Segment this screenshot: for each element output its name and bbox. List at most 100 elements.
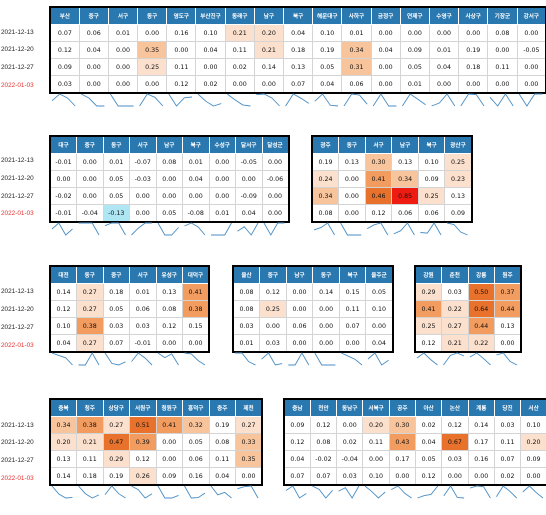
table-row: 0.04 -0.02 -0.04 0.00 0.17 0.05 0.03 0.16 0.07 0.… — [282, 450, 546, 468]
sparkline — [446, 222, 468, 236]
gangwon-price-table: 강원 춘천 강릉 원주 0.29 0.03 0.50 0.37 0.41 0.22 0.64 0.44… — [414, 265, 522, 366]
value-cell: 0.19 — [102, 467, 130, 486]
value-cell: 0.00 — [195, 58, 226, 76]
value-cell: 0.00 — [365, 317, 394, 335]
value-cell: 0.12 — [49, 300, 77, 318]
district-header: 청주 — [76, 398, 104, 417]
district-header: 계룡 — [467, 398, 495, 417]
sparkline — [78, 222, 100, 236]
sparkline — [469, 352, 491, 366]
value-cell: 0.00 — [49, 170, 77, 188]
value-cell: 0.26 — [129, 467, 157, 486]
sparkline — [51, 222, 73, 236]
value-cell: 0.23 — [444, 170, 473, 188]
value-cell: 0.21 — [224, 24, 255, 42]
sparkline — [157, 485, 179, 499]
value-cell: 0.15 — [182, 317, 210, 335]
ulsan-price-table: 울산 중구 남구 동구 북구 울주군 0.08 0.12 0.00 0.14 0.15 0.05 0.0… — [232, 265, 394, 366]
table-row: 0.08 0.12 0.00 0.14 0.15 0.05 — [232, 283, 394, 301]
value-cell: 0.14 — [467, 416, 495, 434]
sparkline — [372, 93, 397, 107]
value-cell: 0.00 — [520, 467, 546, 486]
value-cell: 0.00 — [467, 467, 495, 486]
daejeon-price-table: 대전 동구 중구 서구 유성구 대덕구 0.14 0.27 0.18 0.01 0.13 0.41 0.… — [49, 265, 210, 366]
table-row: 0.09 0.12 0.00 0.20 0.30 0.02 0.12 0.14 0.03 0.10 — [282, 416, 546, 434]
sparkline-row — [51, 222, 285, 236]
district-header: 청원구 — [155, 398, 183, 417]
value-cell: 0.10 — [362, 467, 390, 486]
value-cell: 0.09 — [444, 204, 473, 223]
district-header: 서구 — [107, 6, 139, 25]
value-cell: -0.05 — [235, 153, 263, 171]
district-header: 동구 — [102, 135, 130, 154]
value-cell: 0.14 — [253, 58, 285, 76]
sparkline — [157, 222, 179, 236]
chungnam-price-table: 충남 천안 동남구 서북구 공주 아산 논산 계룡 당진 서산 0.09 0.12 0.00 0.20 0.… — [282, 398, 546, 499]
price-change-table: 충북 청주 상당구 서원구 청원구 흥덕구 충주 제천 0.34 0.38 0.27 0.51 0.41… — [49, 398, 263, 486]
value-cell: 0.03 — [336, 467, 364, 486]
value-cell: 0.04 — [370, 41, 401, 59]
daegu-price-table: 대구 중구 동구 서구 남구 북구 수성구 달서구 달성군 -0.01 0.00 0.01 -0.07 0… — [49, 135, 290, 236]
value-cell: 0.04 — [312, 75, 343, 94]
value-cell: 0.41 — [364, 170, 393, 188]
value-cell: 0.00 — [370, 75, 401, 94]
value-cell: 0.00 — [338, 170, 366, 188]
value-cell: 0.12 — [155, 317, 183, 335]
sparkline — [314, 352, 336, 366]
value-cell: 0.00 — [370, 58, 401, 76]
value-cell: 0.12 — [414, 467, 443, 486]
district-header: 대덕구 — [182, 265, 210, 284]
value-cell: 0.00 — [137, 75, 168, 94]
date-label: 2021-12-20 — [1, 306, 34, 313]
value-cell: 0.18 — [76, 467, 104, 486]
value-cell: 0.07 — [493, 450, 522, 468]
table-row: 0.03 0.00 0.06 0.00 0.07 0.00 — [232, 317, 394, 335]
value-cell: 0.00 — [107, 41, 139, 59]
value-cell: 0.05 — [102, 170, 130, 188]
value-cell: 0.30 — [364, 153, 393, 171]
value-cell: 0.34 — [341, 41, 372, 59]
value-cell: 0.06 — [391, 204, 419, 223]
value-cell: 0.02 — [224, 58, 255, 76]
region-header: 대전 — [49, 265, 77, 284]
value-cell: -0.04 — [336, 450, 364, 468]
value-cell: 0.00 — [285, 334, 314, 353]
value-cell: 0.00 — [155, 170, 183, 188]
value-cell: 0.11 — [224, 41, 255, 59]
sparkline — [80, 93, 105, 107]
value-cell: 0.35 — [235, 450, 263, 468]
table-row: 0.04 0.27 0.07 -0.01 0.00 0.00 — [49, 334, 210, 353]
sparkline — [78, 485, 100, 499]
sparkline — [237, 485, 259, 499]
value-cell: 0.18 — [282, 41, 314, 59]
value-cell: 0.00 — [261, 153, 290, 171]
table-row: 0.20 0.21 0.47 0.39 0.00 0.05 0.08 0.33 — [49, 433, 263, 451]
value-cell: 0.05 — [399, 58, 430, 76]
value-cell: 0.00 — [399, 24, 430, 42]
date-label: 2021-12-20 — [1, 175, 34, 182]
value-cell: 0.35 — [137, 41, 168, 59]
value-cell: 0.12 — [48, 41, 80, 59]
value-cell: 0.64 — [467, 300, 495, 318]
district-header: 해운대구 — [312, 6, 343, 25]
value-cell: 0.06 — [417, 204, 446, 223]
value-cell: 0.67 — [441, 433, 469, 451]
date-label: 2021-12-20 — [1, 439, 34, 446]
price-change-table: 강원 춘천 강릉 원주 0.29 0.03 0.50 0.37 0.41 0.22 0.64 0.44… — [414, 265, 522, 353]
value-cell: 0.24 — [311, 170, 340, 188]
value-cell: 0.41 — [155, 416, 183, 434]
district-header: 중구 — [259, 265, 287, 284]
sparkline-row — [416, 352, 518, 366]
district-header: 상당구 — [102, 398, 130, 417]
district-header: 동래구 — [224, 6, 255, 25]
table-row: 0.08 0.00 0.12 0.06 0.06 0.09 — [311, 204, 473, 223]
value-cell: 0.12 — [441, 416, 469, 434]
value-cell: 0.44 — [494, 300, 522, 318]
sparkline — [341, 352, 363, 366]
table-row: -0.02 0.00 0.05 0.00 0.00 0.00 0.00 -0.09 0.00 — [49, 187, 290, 205]
value-cell: 0.13 — [282, 58, 314, 76]
value-cell: 0.46 — [364, 187, 393, 205]
value-cell: 0.01 — [107, 24, 139, 42]
sparkline-row — [51, 352, 206, 366]
region-header: 부산 — [48, 6, 80, 25]
